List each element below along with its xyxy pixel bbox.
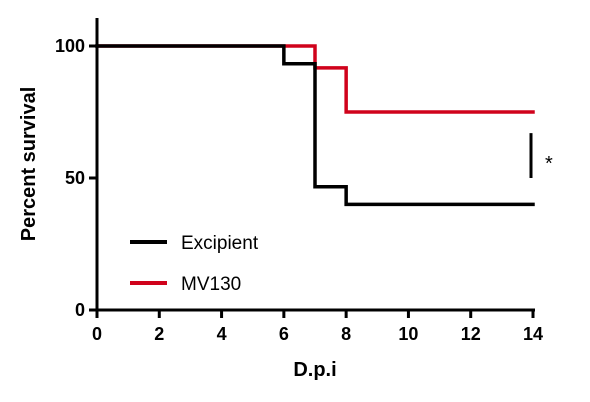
- x-tick-label: 0: [92, 324, 102, 344]
- x-tick-label: 4: [217, 324, 227, 344]
- y-tick-label: 100: [55, 36, 85, 56]
- series-line-excipient: [95, 44, 535, 207]
- series-layer: [95, 44, 535, 207]
- significance-star: *: [545, 153, 553, 175]
- legend-label-mv130: MV130: [181, 274, 241, 295]
- y-tick-label: 0: [75, 300, 85, 320]
- y-axis-title: Percent survival: [18, 87, 40, 242]
- x-tick-label: 2: [154, 324, 164, 344]
- significance-annotation: *: [529, 133, 553, 178]
- x-tick-label: 10: [398, 324, 418, 344]
- y-tick-label: 50: [65, 168, 85, 188]
- x-tick-label: 8: [341, 324, 351, 344]
- legend-label-excipient: Excipient: [181, 233, 259, 254]
- x-tick-label: 14: [523, 324, 543, 344]
- legend: Excipient MV130: [130, 233, 259, 295]
- x-tick-label: 6: [279, 324, 289, 344]
- x-axis-title: D.p.i: [293, 359, 336, 381]
- x-tick-label: 12: [461, 324, 481, 344]
- ticks-layer: 0 2 4 6 8 10 12 14 0 50 100: [55, 36, 543, 344]
- axes-layer: [95, 18, 535, 312]
